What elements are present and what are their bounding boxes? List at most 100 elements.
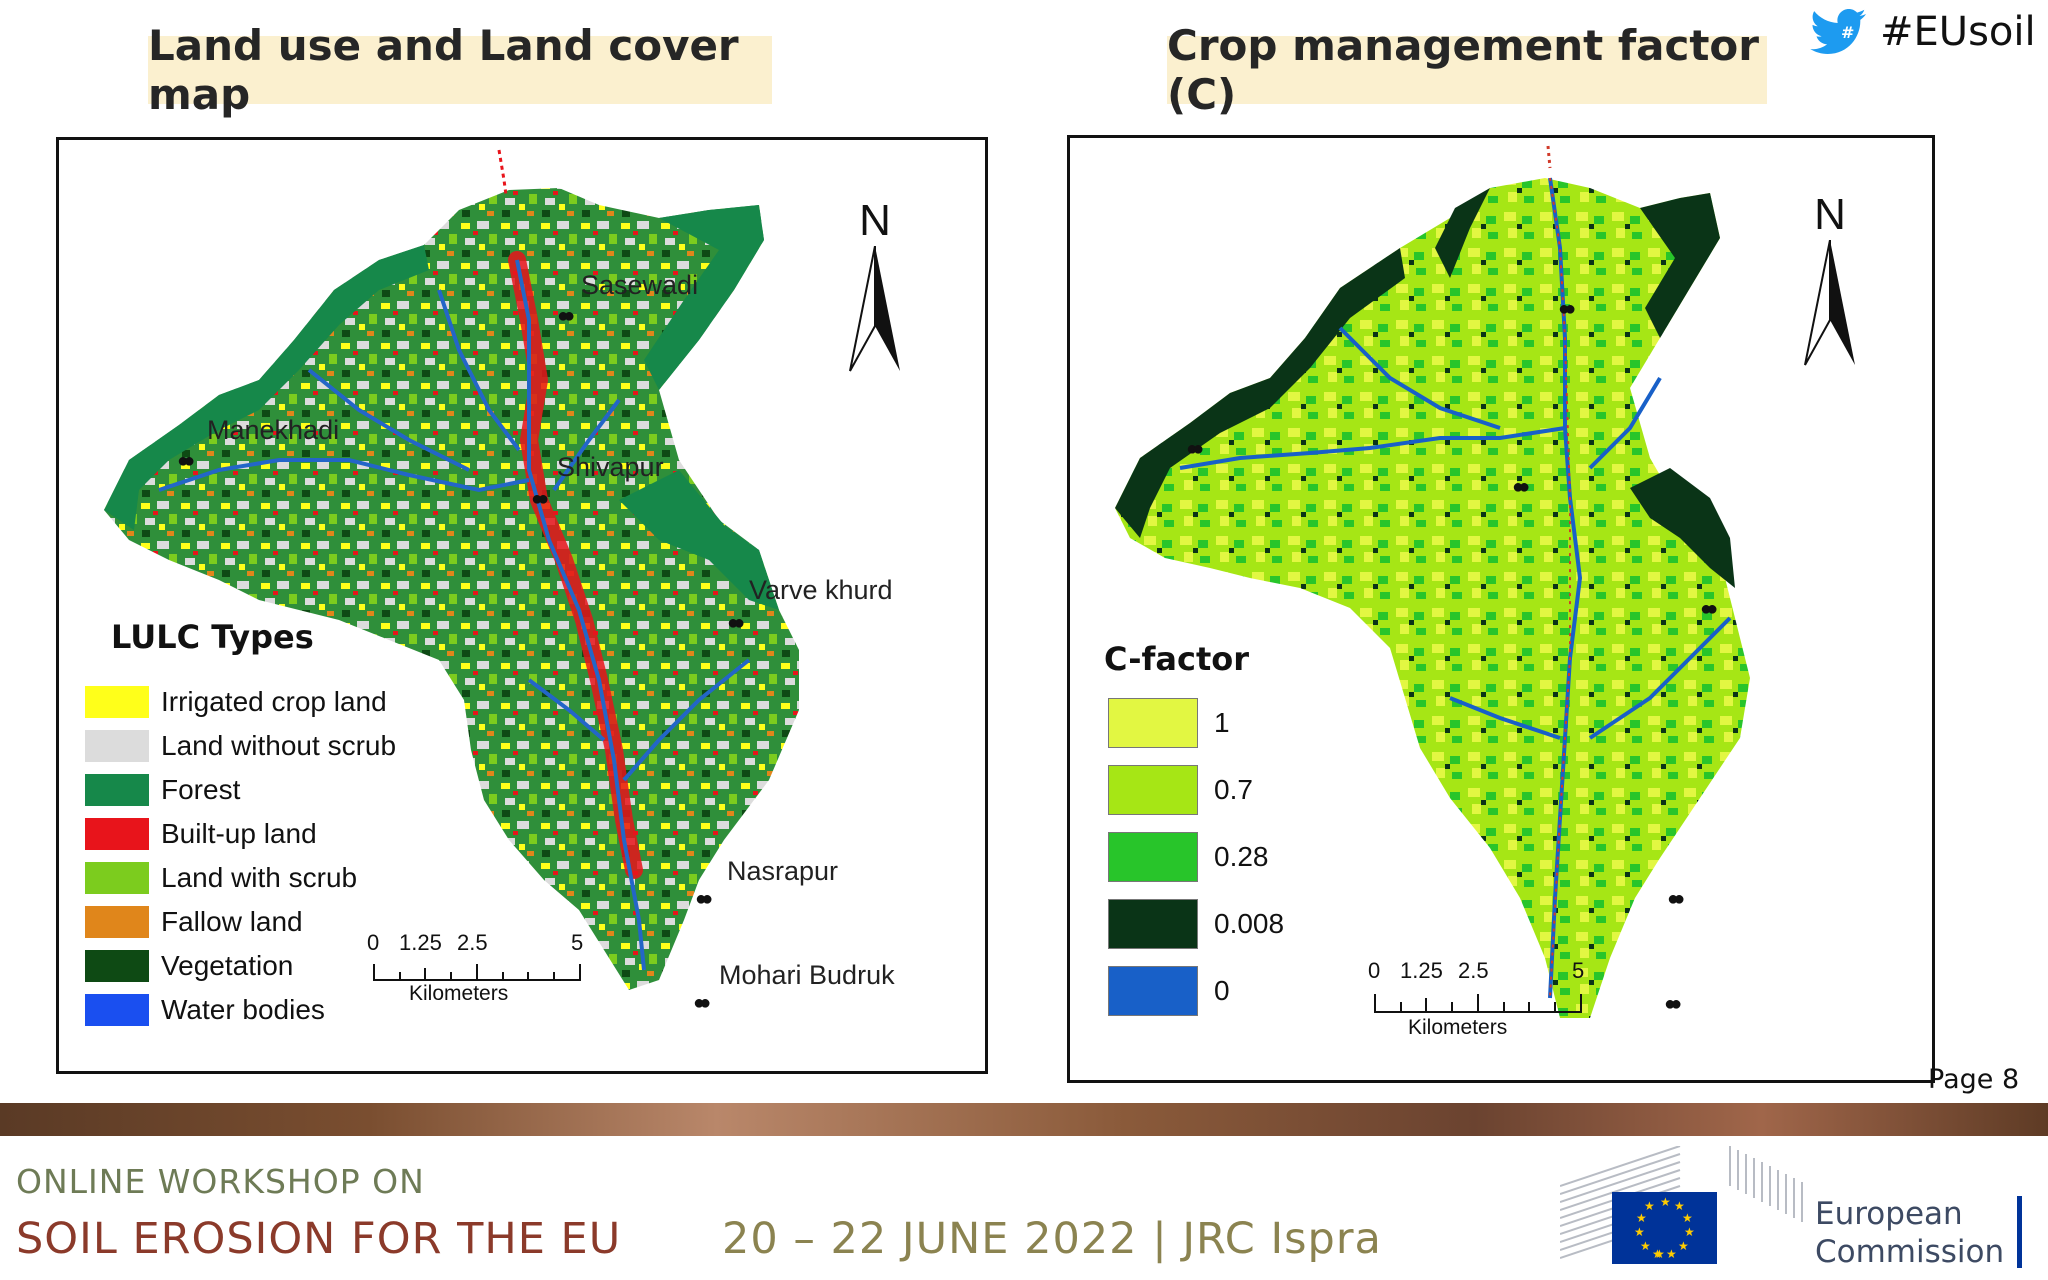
svg-text:★: ★ xyxy=(1660,1195,1671,1209)
scale-tick-label: 2.5 xyxy=(457,930,488,955)
scale-tick-label: 5 xyxy=(1572,958,1585,983)
settlement-marker: ●● xyxy=(1558,298,1576,320)
legend-title: C-factor xyxy=(1104,640,1250,678)
svg-text:★: ★ xyxy=(1652,1247,1663,1261)
legend-item: 0 xyxy=(1108,966,1230,1016)
page-number: Page 8 xyxy=(1928,1064,2020,1095)
twitter-icon: # xyxy=(1810,9,1866,54)
legend-swatch xyxy=(1108,966,1198,1016)
legend-label: 0.008 xyxy=(1214,908,1285,939)
settlement-marker: ●● xyxy=(693,992,711,1014)
legend-swatch xyxy=(1108,899,1198,949)
european-commission-logo: ★ ★★★ ★★★★ ★★★★ xyxy=(1560,1146,2022,1268)
scale-units: Kilometers xyxy=(409,982,509,1005)
scale-tick-label: 1.25 xyxy=(1400,958,1443,983)
workshop-date: 20 – 22 JUNE 2022 | JRC Ispra xyxy=(722,1214,1382,1264)
settlement-marker: ●● xyxy=(727,612,745,634)
north-label: N xyxy=(1814,190,1846,239)
legend-swatch xyxy=(1108,765,1198,815)
place-label: Shivapur xyxy=(557,452,664,482)
legend-swatch xyxy=(85,950,149,982)
lulc-map-image xyxy=(104,149,799,990)
svg-text:★: ★ xyxy=(1634,1225,1645,1239)
scale-ruler xyxy=(373,964,581,981)
legend-swatch xyxy=(85,906,149,938)
scale-bar: 0 1.25 2.5 5 Kilometers xyxy=(1360,958,1590,1053)
settlement-marker: ●● xyxy=(1664,993,1682,1015)
north-arrow: N xyxy=(845,196,905,381)
legend-label: 0.7 xyxy=(1214,774,1253,805)
place-label: Manekhadi xyxy=(207,415,340,445)
legend-item: Water bodies xyxy=(85,994,325,1026)
legend-swatch xyxy=(85,686,149,718)
place-label: Mohari Budruk xyxy=(719,960,895,990)
svg-text:★: ★ xyxy=(1636,1211,1647,1225)
legend-label: Irrigated crop land xyxy=(161,686,387,717)
legend-item: 0.7 xyxy=(1108,765,1253,815)
legend-item: Land with scrub xyxy=(85,862,357,894)
place-label: Nasrapur xyxy=(727,856,839,886)
legend-label: 1 xyxy=(1214,707,1230,738)
settlement-marker: ●● xyxy=(1700,598,1718,620)
c-factor-map-title: Crop management factor (C) xyxy=(1167,21,1767,119)
settlement-marker: ●● xyxy=(177,450,195,472)
svg-text:★: ★ xyxy=(1666,1247,1677,1261)
settlement-marker: ●● xyxy=(1667,888,1685,910)
place-label: Sasewadi xyxy=(581,270,699,300)
legend-title: LULC Types xyxy=(111,618,314,656)
legend-swatch xyxy=(85,994,149,1026)
scale-units: Kilometers xyxy=(1408,1016,1508,1039)
legend-item: 0.008 xyxy=(1108,899,1284,949)
scale-tick-label: 5 xyxy=(571,930,584,955)
legend-label: 0.28 xyxy=(1214,841,1269,872)
legend-item: Built-up land xyxy=(85,818,317,850)
hashtag: # #EUsoil xyxy=(1810,8,2036,56)
legend-swatch xyxy=(85,862,149,894)
legend-label: Land with scrub xyxy=(161,862,358,893)
scale-tick-label: 1.25 xyxy=(399,930,442,955)
lulc-map-panel: Sasewadi Manekhadi Shivapur Varve khurd … xyxy=(56,137,988,1074)
svg-text:★: ★ xyxy=(1684,1225,1695,1239)
svg-text:★: ★ xyxy=(1644,1199,1655,1213)
svg-text:★: ★ xyxy=(1654,1247,1665,1261)
svg-text:★: ★ xyxy=(1678,1239,1689,1253)
legend-label: Fallow land xyxy=(161,906,303,937)
scale-tick-label: 0 xyxy=(367,930,380,955)
legend-label: 0 xyxy=(1214,975,1230,1006)
ec-label-line2: Commission xyxy=(1815,1234,2005,1270)
place-label: Varve khurd xyxy=(749,575,893,605)
north-arrow-icon xyxy=(1804,239,1855,366)
legend-swatch xyxy=(85,730,149,762)
settlement-marker: ●● xyxy=(531,488,549,510)
svg-text:★: ★ xyxy=(1640,1239,1651,1253)
settlement-marker: ●● xyxy=(557,305,575,327)
legend-swatch xyxy=(1108,832,1198,882)
legend-item: Irrigated crop land xyxy=(85,686,387,718)
legend-label: Land without scrub xyxy=(161,730,397,761)
legend-label: Forest xyxy=(161,774,241,805)
svg-text:#: # xyxy=(1841,23,1854,42)
scale-bar: 0 1.25 2.5 5 Kilometers xyxy=(359,930,589,1020)
legend-label: Built-up land xyxy=(161,818,317,849)
scale-tick-label: 0 xyxy=(1368,958,1381,983)
svg-text:★: ★ xyxy=(1674,1199,1685,1213)
legend-swatch xyxy=(85,774,149,806)
lulc-map-title: Land use and Land cover map xyxy=(148,21,772,119)
decorative-soil-band xyxy=(0,1103,2048,1136)
scale-tick-label: 2.5 xyxy=(1458,958,1489,983)
workshop-title: SOIL EROSION FOR THE EU xyxy=(16,1214,622,1264)
legend-item: Land without scrub xyxy=(85,730,396,762)
scale-ruler xyxy=(1374,994,1582,1013)
c-factor-map-panel: ●● ●● ●● ●● ●● ●● N C-factor 1 0.7 0.28 … xyxy=(1067,135,1935,1083)
legend-item: Vegetation xyxy=(85,950,293,982)
ec-label-line1: European xyxy=(1815,1196,1963,1232)
workshop-subtitle: ONLINE WORKSHOP ON xyxy=(16,1162,425,1201)
svg-text:★: ★ xyxy=(1682,1211,1693,1225)
legend-label: Water bodies xyxy=(161,994,325,1025)
north-arrow: N xyxy=(1800,190,1860,375)
c-factor-map-image xyxy=(1115,145,1750,1018)
settlement-marker: ●● xyxy=(1512,476,1530,498)
north-arrow-icon xyxy=(849,245,900,372)
north-label: N xyxy=(859,196,891,245)
settlement-marker: ●● xyxy=(695,888,713,910)
